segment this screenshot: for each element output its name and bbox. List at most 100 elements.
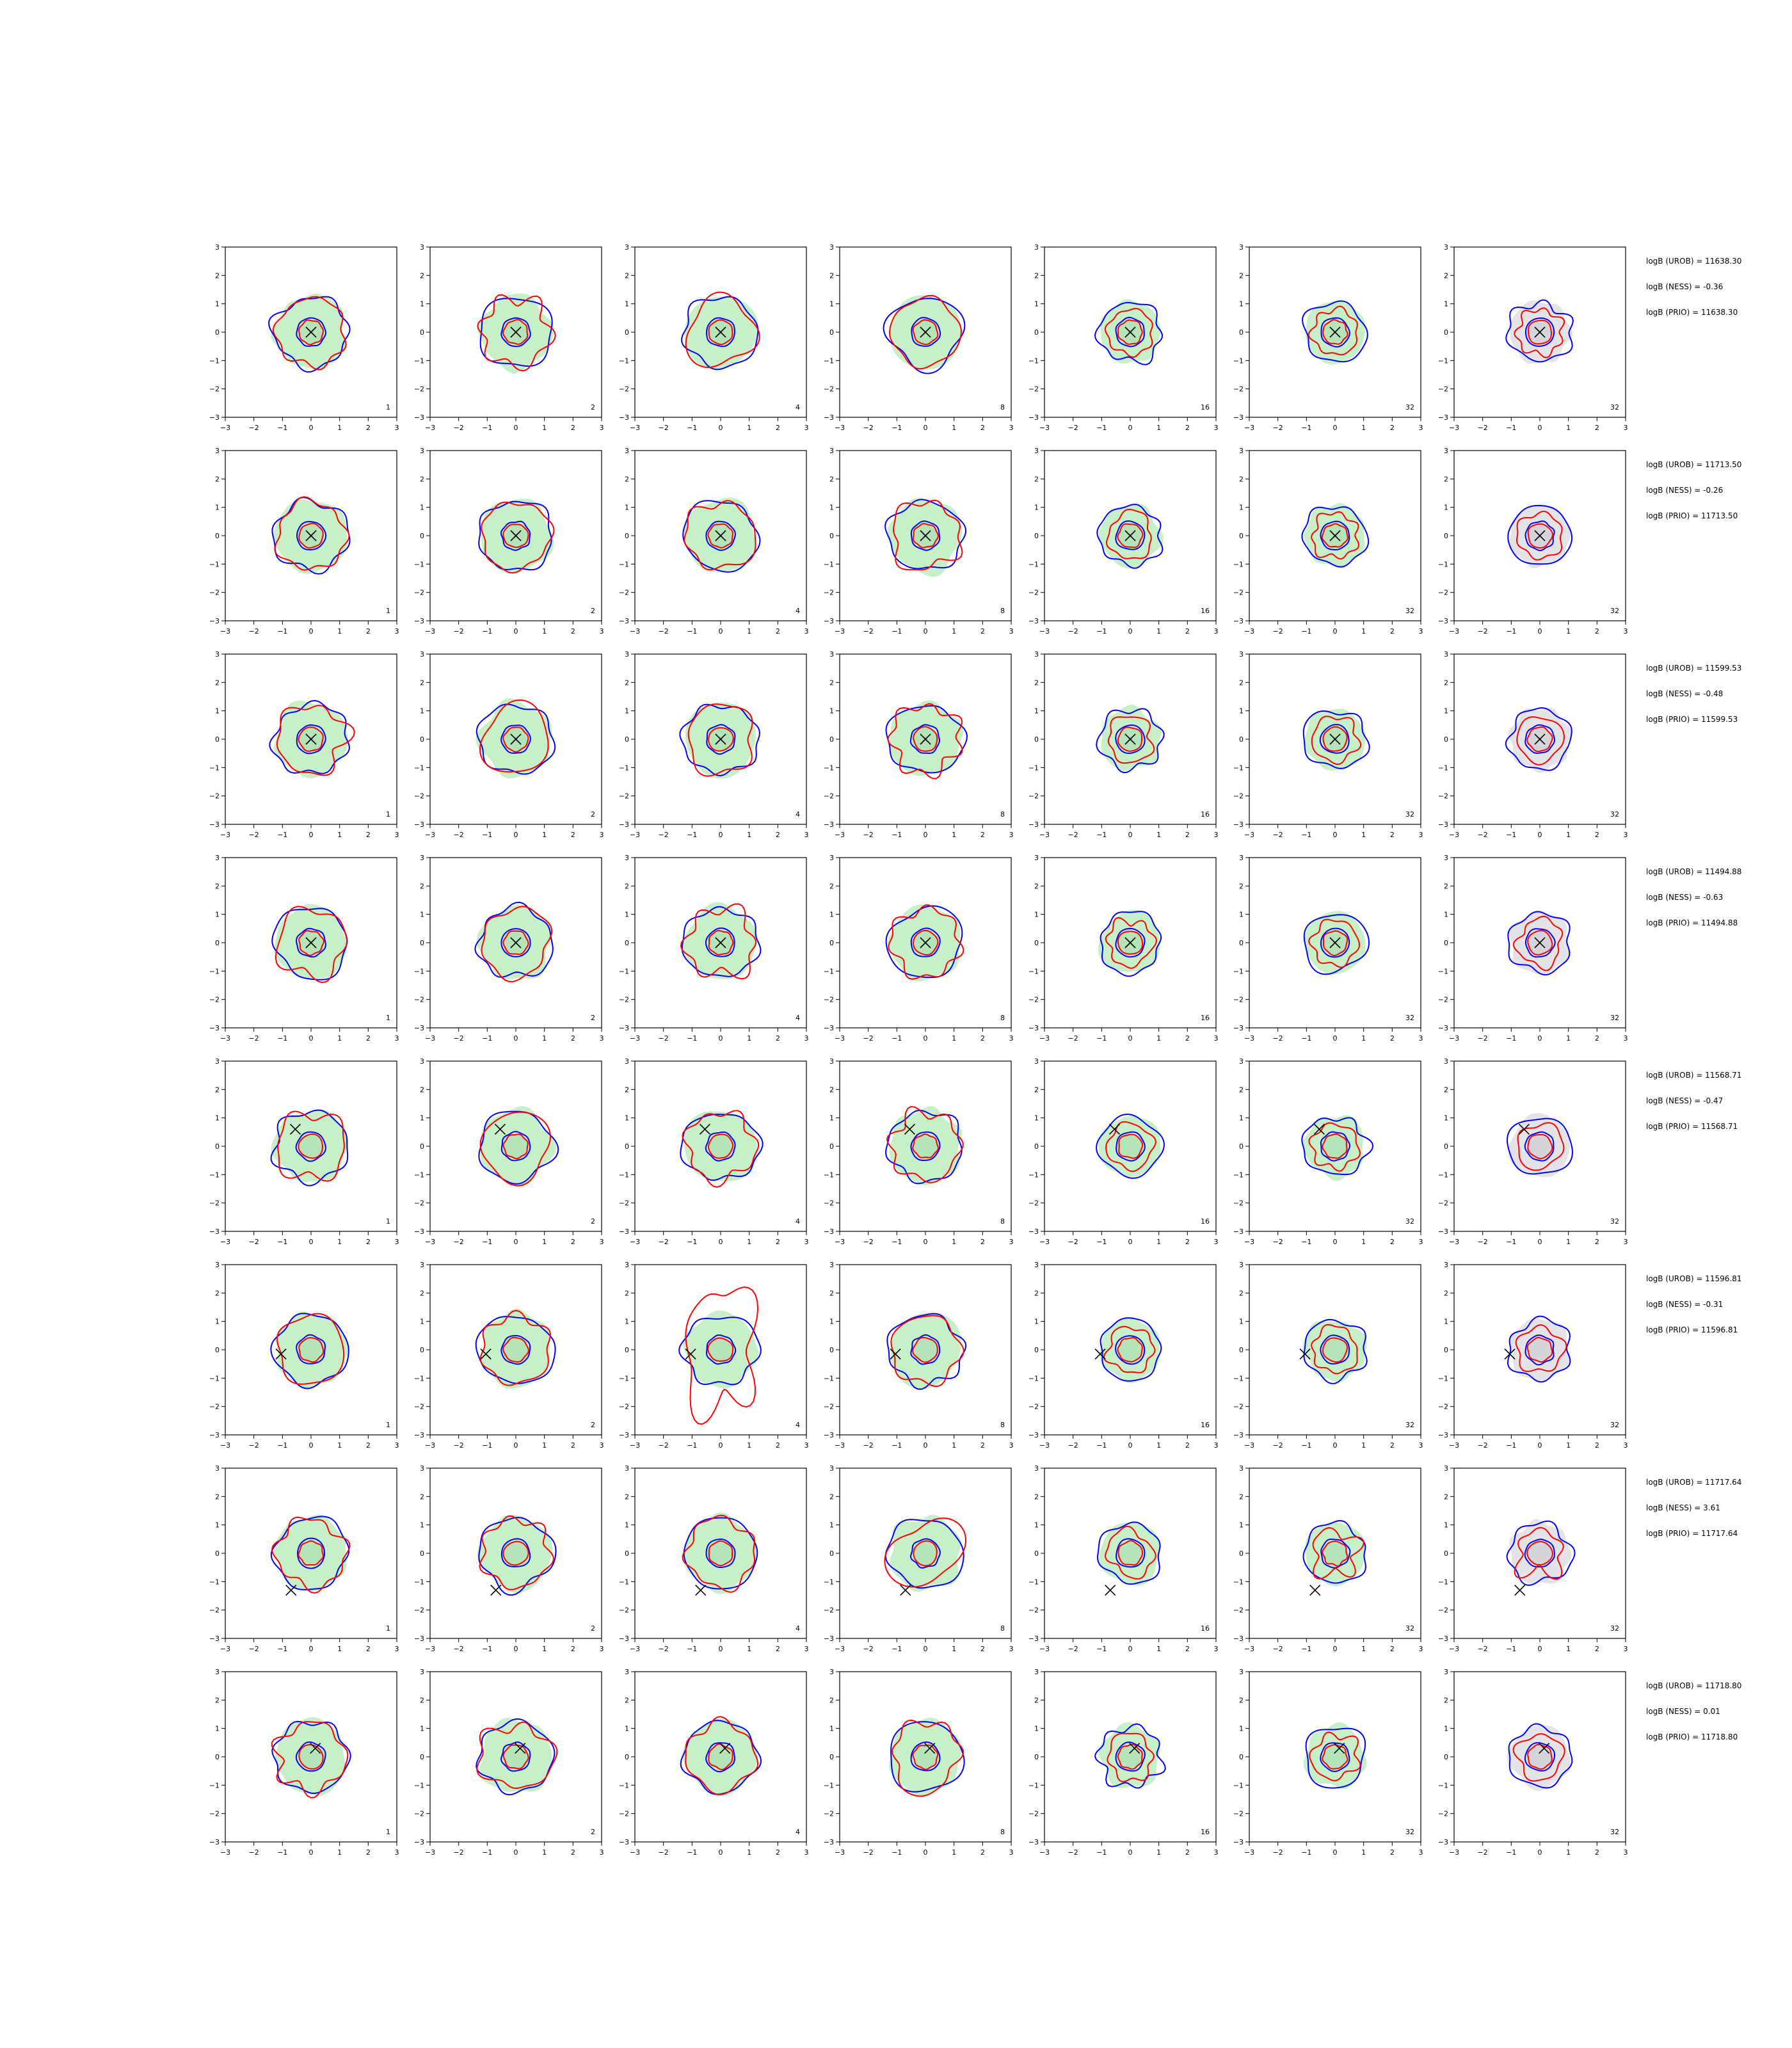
true-value-marker <box>920 733 931 745</box>
red-contour-inner <box>1117 931 1144 955</box>
row-annotation-3-2: logB (NESS) = -0.48 <box>1646 689 1723 698</box>
x-tick-label: 2 <box>1595 1238 1599 1246</box>
y-tick-label: −3 <box>1028 413 1039 422</box>
blue-contour-outer <box>1302 1520 1366 1584</box>
x-tick-label: −3 <box>1244 1645 1254 1653</box>
y-tick-label: 3 <box>1239 1261 1244 1269</box>
y-tick-label: 0 <box>829 1142 834 1151</box>
x-tick-label: −3 <box>1039 1034 1050 1043</box>
y-tick-label: −1 <box>1028 967 1039 975</box>
y-tick-label: −2 <box>1028 1403 1039 1411</box>
x-tick-label: 2 <box>980 831 985 839</box>
x-tick-label: 2 <box>366 1034 371 1043</box>
subplot-r8-c2: −3−3 −2 −2 −1 −1 0 0 1 1 2 2 3 3 2 <box>414 1668 604 1857</box>
x-tick-label: −1 <box>482 1238 492 1246</box>
y-tick-label: −2 <box>1028 1810 1039 1818</box>
blue-contour-outer <box>474 901 554 978</box>
y-tick-label: 0 <box>1034 735 1039 744</box>
y-tick-label: 0 <box>1239 1753 1244 1761</box>
y-tick-label: 2 <box>215 1085 220 1094</box>
true-value-marker <box>1129 1743 1140 1754</box>
x-tick-label: 0 <box>309 1645 314 1653</box>
subplot-r8-c4: −3−3 −2 −2 −1 −1 0 0 1 1 2 2 3 3 8 <box>824 1668 1014 1857</box>
blue-contour-inner <box>910 1334 941 1365</box>
blue-contour-outer <box>1100 911 1162 977</box>
red-contour-outer <box>1104 308 1153 358</box>
y-tick-label: −1 <box>619 1578 629 1586</box>
x-tick-label: −2 <box>249 424 259 432</box>
row-annotation-8-1: logB (UROB) = 11718.80 <box>1646 1681 1741 1690</box>
y-tick-label: 3 <box>625 447 629 455</box>
y-tick-label: −2 <box>1233 1199 1244 1208</box>
x-tick-label: 2 <box>980 424 985 432</box>
x-tick-label: −2 <box>1068 1238 1078 1246</box>
column-label: 32 <box>1610 607 1619 615</box>
x-tick-label: −3 <box>1449 1238 1459 1246</box>
y-tick-label: −3 <box>414 1431 424 1439</box>
y-tick-label: 0 <box>625 1346 629 1354</box>
column-label: 16 <box>1201 607 1210 615</box>
red-contour-outer <box>687 703 753 777</box>
x-tick-label: 2 <box>571 1645 575 1653</box>
x-tick-label: 1 <box>952 831 956 839</box>
x-tick-label: 0 <box>719 1441 723 1450</box>
y-tick-label: −3 <box>824 1635 834 1643</box>
blue-contour-inner <box>296 317 326 347</box>
subplot-r8-c7: −3−3 −2 −2 −1 −1 0 0 1 1 2 2 3 3 32 <box>1438 1668 1628 1857</box>
subplot-r4-c2: −3−3 −2 −2 −1 −1 0 0 1 1 2 2 3 3 2 <box>414 854 604 1043</box>
y-tick-label: 2 <box>420 1492 424 1501</box>
x-tick-label: 1 <box>747 1848 751 1857</box>
y-tick-label: −3 <box>209 1431 220 1439</box>
y-tick-label: −3 <box>1028 1838 1039 1846</box>
y-tick-label: 0 <box>1034 1346 1039 1354</box>
y-tick-label: −3 <box>619 1431 629 1439</box>
y-tick-label: 0 <box>829 532 834 540</box>
y-tick-label: 2 <box>625 1696 629 1704</box>
red-contour-inner <box>1322 930 1348 956</box>
x-tick-label: −2 <box>863 1441 874 1450</box>
row-annotation-7-1: logB (UROB) = 11717.64 <box>1646 1478 1741 1487</box>
red-contour-outer <box>271 1721 349 1799</box>
column-label: 16 <box>1201 1217 1210 1226</box>
x-tick-label: 0 <box>1333 627 1338 636</box>
column-label: 2 <box>591 1217 595 1226</box>
x-tick-label: 0 <box>309 1034 314 1043</box>
row-annotation-4-2: logB (NESS) = -0.63 <box>1646 893 1723 902</box>
red-contour-outer <box>1516 716 1565 765</box>
y-tick-label: 3 <box>215 447 220 455</box>
subplot-r8-c3: −3−3 −2 −2 −1 −1 0 0 1 1 2 2 3 3 4 <box>619 1668 809 1857</box>
x-tick-label: 2 <box>366 1848 371 1857</box>
x-tick-label: −2 <box>1068 1848 1078 1857</box>
red-contour-outer <box>479 1309 551 1386</box>
x-tick-label: −3 <box>1244 424 1254 432</box>
y-tick-label: 3 <box>215 1057 220 1066</box>
y-tick-label: −1 <box>209 1171 220 1179</box>
x-tick-label: 2 <box>776 424 780 432</box>
y-tick-label: 2 <box>625 1289 629 1297</box>
y-tick-label: −3 <box>414 1228 424 1236</box>
y-tick-label: 0 <box>1239 1142 1244 1151</box>
x-tick-label: 3 <box>395 424 399 432</box>
red-contour-inner <box>1117 1540 1144 1566</box>
red-contour-inner <box>708 1540 733 1567</box>
blue-contour-outer <box>1094 1723 1166 1789</box>
y-tick-label: 0 <box>420 1346 424 1354</box>
y-tick-label: −2 <box>824 1606 834 1615</box>
x-tick-label: −1 <box>277 1645 287 1653</box>
y-tick-label: −1 <box>414 967 424 975</box>
x-tick-label: 2 <box>1390 1848 1395 1857</box>
red-contour-inner <box>1117 726 1142 752</box>
red-contour-outer <box>1107 1732 1155 1782</box>
y-tick-label: 3 <box>1239 243 1244 252</box>
y-tick-label: −2 <box>209 589 220 597</box>
blue-contour-inner <box>500 1741 531 1772</box>
density-core <box>1527 1540 1553 1566</box>
x-tick-label: −1 <box>1301 1441 1311 1450</box>
y-tick-label: −1 <box>209 764 220 772</box>
x-tick-label: −2 <box>249 1034 259 1043</box>
y-tick-label: 1 <box>829 911 834 919</box>
y-tick-label: 0 <box>420 939 424 947</box>
x-tick-label: 3 <box>1009 627 1014 636</box>
subplot-r5-c7: −3−3 −2 −2 −1 −1 0 0 1 1 2 2 3 3 32 <box>1438 1057 1628 1246</box>
y-tick-label: 2 <box>420 1085 424 1094</box>
